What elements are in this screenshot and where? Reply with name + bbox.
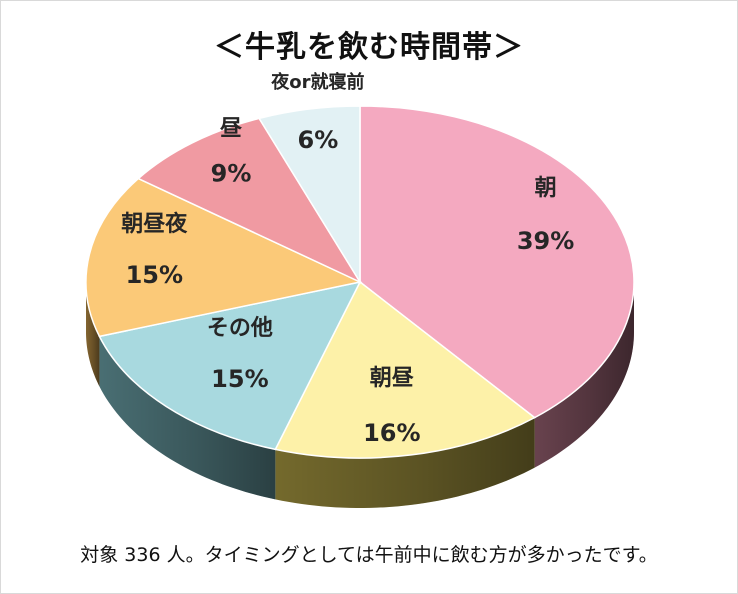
- slice-5: [257, 105, 361, 285]
- slice-1: [274, 280, 537, 459]
- side-shade-slice-3: [86, 282, 100, 387]
- slice-value-3: 15%: [126, 261, 183, 289]
- slice-label-1: 朝昼: [370, 365, 415, 391]
- pie-depth: [86, 282, 634, 508]
- slice-3: [85, 177, 363, 338]
- side-shade-slice-2: [99, 336, 276, 500]
- pie-labels: 朝 39% 朝昼 16% その他 15% 朝昼夜 15% 昼 9% 夜or就寝前 6%: [121, 71, 574, 447]
- pie-top: [85, 105, 635, 459]
- chart-title: ＜牛乳を飲む時間帯＞: [214, 30, 524, 65]
- slice-label-0: 朝: [535, 175, 557, 201]
- side-shade-slice-1: [275, 417, 535, 508]
- side-shade-slice-0: [534, 282, 634, 468]
- chart-caption: 対象 336 人。タイミングとしては午前中に飲む方が多かったです。: [80, 544, 658, 566]
- slice-label-3: 朝昼夜: [121, 211, 188, 237]
- slice-value-4: 9%: [211, 160, 252, 188]
- slice-label-2: その他: [207, 316, 273, 341]
- slice-2: [98, 280, 362, 451]
- slice-value-5: 6%: [298, 126, 339, 154]
- slice-value-1: 16%: [363, 419, 420, 447]
- slice-0: [359, 105, 635, 419]
- slice-4: [136, 117, 362, 284]
- slice-label-4: 昼: [220, 117, 243, 142]
- slice-label-5: 夜or就寝前: [270, 71, 364, 93]
- slice-value-0: 39%: [517, 227, 574, 255]
- slice-value-2: 15%: [211, 365, 268, 393]
